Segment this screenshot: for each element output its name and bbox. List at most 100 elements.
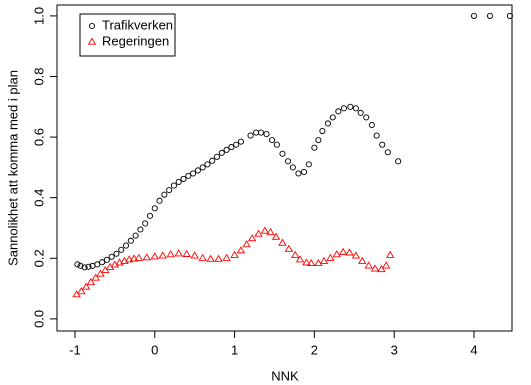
point [384,149,391,156]
point [86,278,96,286]
point [357,109,364,116]
point [180,175,187,182]
point [319,127,326,135]
point [108,253,115,260]
point [134,253,144,261]
point [329,114,336,121]
point [326,253,335,261]
point [340,105,347,112]
point [284,244,294,252]
point [81,282,91,290]
point [230,250,239,258]
y-tick-label: 0.4 [31,189,46,207]
point [81,264,88,271]
point [332,250,341,258]
point [77,287,86,295]
point [311,144,318,151]
point [395,158,402,165]
point [300,168,308,175]
point [486,12,494,19]
point [146,212,154,219]
point [127,237,134,244]
point [142,220,149,227]
point [194,167,201,174]
point [289,164,296,171]
point [247,132,254,139]
point [324,120,332,127]
point [113,250,120,257]
point [377,265,386,273]
point [85,263,92,270]
legend-label: Trafikverken [102,17,173,32]
point [319,256,329,264]
point [156,197,163,204]
y-tick-label: 0.2 [31,249,46,267]
y-tick-label: 1.0 [31,7,46,25]
x-tick-label: 0 [151,342,158,357]
point [385,250,395,258]
point [175,178,182,185]
point [74,261,81,268]
point [373,132,380,139]
point [242,240,251,248]
point [209,157,216,164]
point [161,191,168,198]
point [382,261,391,269]
point [142,253,151,261]
point [77,262,84,269]
point [218,149,225,156]
x-tick-label: 2 [311,342,318,357]
point [351,251,361,259]
point [363,114,370,121]
point [213,153,221,160]
point [364,261,373,269]
legend-marker [88,22,96,30]
point [222,253,231,261]
x-tick-label: 3 [391,342,398,357]
point [198,253,207,261]
point [237,138,245,145]
point [273,141,280,148]
point [368,121,375,129]
x-axis-label: NNK [271,368,299,383]
point [129,254,139,262]
legend-box [79,13,176,57]
point [236,246,246,254]
point [278,238,287,246]
point [266,228,275,236]
point [279,150,286,157]
point [118,246,125,253]
point [306,258,316,267]
point [257,129,264,136]
point [103,256,110,263]
point [315,137,322,144]
x-tick-label: -1 [69,342,81,357]
point [206,254,215,262]
x-tick-label: 1 [231,342,238,357]
point [269,137,276,144]
point [314,258,323,267]
point [150,252,159,260]
point [190,251,199,259]
point [295,170,302,177]
point [174,249,183,257]
point [295,255,305,263]
point [338,247,348,255]
point [166,250,175,258]
point [305,161,312,168]
point [166,187,173,194]
point [271,232,281,240]
point [370,264,380,272]
point [199,164,206,171]
point [506,12,513,19]
point [345,248,354,256]
point [228,144,235,151]
point [137,226,144,233]
point [99,259,106,266]
point [122,242,130,249]
point [190,170,197,177]
point [352,105,359,112]
point [254,229,263,237]
point [285,158,292,165]
